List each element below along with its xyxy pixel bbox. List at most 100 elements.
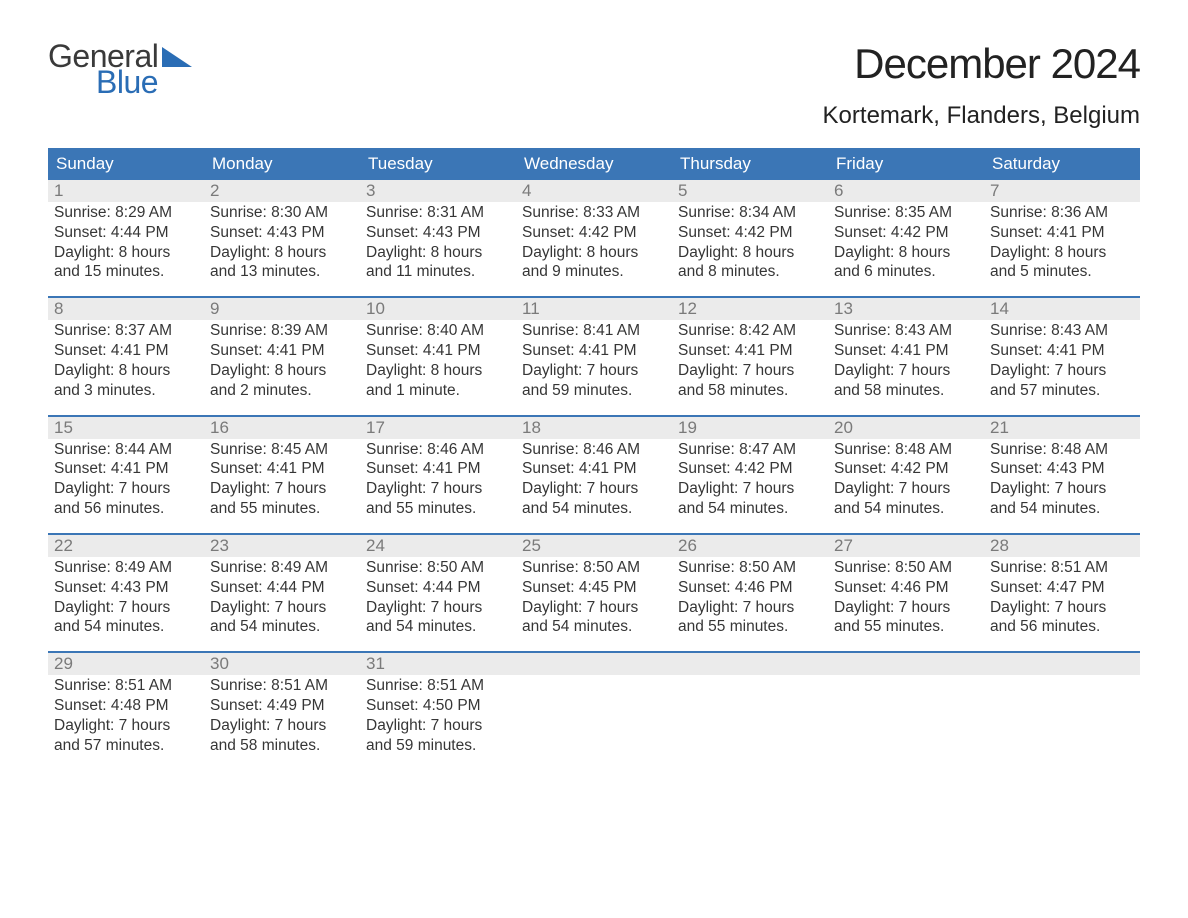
- sunset-text: Sunset: 4:47 PM: [990, 578, 1134, 598]
- day-number: 27: [828, 535, 984, 557]
- daylight-text-1: Daylight: 8 hours: [54, 361, 198, 381]
- day-body: Sunrise: 8:29 AMSunset: 4:44 PMDaylight:…: [48, 202, 204, 282]
- day-number: 19: [672, 417, 828, 439]
- daylight-text-2: and 55 minutes.: [678, 617, 822, 637]
- sunrise-text: Sunrise: 8:29 AM: [54, 203, 198, 223]
- day-header-friday: Friday: [828, 148, 984, 180]
- daylight-text-2: and 3 minutes.: [54, 381, 198, 401]
- sunrise-text: Sunrise: 8:36 AM: [990, 203, 1134, 223]
- month-title: December 2024: [823, 40, 1140, 88]
- sunset-text: Sunset: 4:41 PM: [210, 341, 354, 361]
- day-number: 2: [204, 180, 360, 202]
- week-row: 15Sunrise: 8:44 AMSunset: 4:41 PMDayligh…: [48, 415, 1140, 519]
- sunrise-text: Sunrise: 8:50 AM: [678, 558, 822, 578]
- day-cell: [828, 653, 984, 755]
- day-number: 18: [516, 417, 672, 439]
- day-body: Sunrise: 8:35 AMSunset: 4:42 PMDaylight:…: [828, 202, 984, 282]
- daylight-text-1: Daylight: 7 hours: [834, 479, 978, 499]
- day-number: 22: [48, 535, 204, 557]
- sunrise-text: Sunrise: 8:39 AM: [210, 321, 354, 341]
- day-body: Sunrise: 8:50 AMSunset: 4:46 PMDaylight:…: [672, 557, 828, 637]
- day-body: Sunrise: 8:49 AMSunset: 4:43 PMDaylight:…: [48, 557, 204, 637]
- sunrise-text: Sunrise: 8:51 AM: [990, 558, 1134, 578]
- daylight-text-2: and 59 minutes.: [366, 736, 510, 756]
- sunset-text: Sunset: 4:42 PM: [678, 459, 822, 479]
- day-number: 14: [984, 298, 1140, 320]
- daylight-text-2: and 13 minutes.: [210, 262, 354, 282]
- daylight-text-2: and 5 minutes.: [990, 262, 1134, 282]
- day-cell: 21Sunrise: 8:48 AMSunset: 4:43 PMDayligh…: [984, 417, 1140, 519]
- sunset-text: Sunset: 4:43 PM: [54, 578, 198, 598]
- daylight-text-2: and 15 minutes.: [54, 262, 198, 282]
- daylight-text-1: Daylight: 7 hours: [678, 479, 822, 499]
- day-cell: 23Sunrise: 8:49 AMSunset: 4:44 PMDayligh…: [204, 535, 360, 637]
- day-header-saturday: Saturday: [984, 148, 1140, 180]
- daylight-text-2: and 59 minutes.: [522, 381, 666, 401]
- day-body: Sunrise: 8:48 AMSunset: 4:42 PMDaylight:…: [828, 439, 984, 519]
- day-cell: 13Sunrise: 8:43 AMSunset: 4:41 PMDayligh…: [828, 298, 984, 400]
- day-cell: 17Sunrise: 8:46 AMSunset: 4:41 PMDayligh…: [360, 417, 516, 519]
- daylight-text-2: and 54 minutes.: [678, 499, 822, 519]
- daylight-text-1: Daylight: 7 hours: [834, 361, 978, 381]
- sunrise-text: Sunrise: 8:46 AM: [366, 440, 510, 460]
- sunrise-text: Sunrise: 8:43 AM: [990, 321, 1134, 341]
- day-cell: 15Sunrise: 8:44 AMSunset: 4:41 PMDayligh…: [48, 417, 204, 519]
- day-header-sunday: Sunday: [48, 148, 204, 180]
- day-number: 31: [360, 653, 516, 675]
- sunset-text: Sunset: 4:42 PM: [834, 223, 978, 243]
- daylight-text-1: Daylight: 7 hours: [678, 361, 822, 381]
- daylight-text-2: and 56 minutes.: [990, 617, 1134, 637]
- day-body: Sunrise: 8:40 AMSunset: 4:41 PMDaylight:…: [360, 320, 516, 400]
- day-cell: 10Sunrise: 8:40 AMSunset: 4:41 PMDayligh…: [360, 298, 516, 400]
- sunrise-text: Sunrise: 8:50 AM: [522, 558, 666, 578]
- day-cell: 29Sunrise: 8:51 AMSunset: 4:48 PMDayligh…: [48, 653, 204, 755]
- location: Kortemark, Flanders, Belgium: [823, 102, 1140, 130]
- day-body: Sunrise: 8:46 AMSunset: 4:41 PMDaylight:…: [516, 439, 672, 519]
- sunset-text: Sunset: 4:41 PM: [990, 341, 1134, 361]
- sunset-text: Sunset: 4:42 PM: [522, 223, 666, 243]
- daylight-text-1: Daylight: 7 hours: [54, 716, 198, 736]
- day-cell: 30Sunrise: 8:51 AMSunset: 4:49 PMDayligh…: [204, 653, 360, 755]
- weeks-container: 1Sunrise: 8:29 AMSunset: 4:44 PMDaylight…: [48, 180, 1140, 756]
- day-body: Sunrise: 8:43 AMSunset: 4:41 PMDaylight:…: [828, 320, 984, 400]
- day-number: 29: [48, 653, 204, 675]
- day-body: Sunrise: 8:30 AMSunset: 4:43 PMDaylight:…: [204, 202, 360, 282]
- sunrise-text: Sunrise: 8:49 AM: [54, 558, 198, 578]
- day-cell: [672, 653, 828, 755]
- sunset-text: Sunset: 4:41 PM: [54, 459, 198, 479]
- sunset-text: Sunset: 4:41 PM: [210, 459, 354, 479]
- day-body: Sunrise: 8:47 AMSunset: 4:42 PMDaylight:…: [672, 439, 828, 519]
- daylight-text-2: and 54 minutes.: [990, 499, 1134, 519]
- sunrise-text: Sunrise: 8:48 AM: [990, 440, 1134, 460]
- day-cell: 12Sunrise: 8:42 AMSunset: 4:41 PMDayligh…: [672, 298, 828, 400]
- day-cell: 22Sunrise: 8:49 AMSunset: 4:43 PMDayligh…: [48, 535, 204, 637]
- sunrise-text: Sunrise: 8:48 AM: [834, 440, 978, 460]
- day-body: Sunrise: 8:33 AMSunset: 4:42 PMDaylight:…: [516, 202, 672, 282]
- day-number: 6: [828, 180, 984, 202]
- sunset-text: Sunset: 4:41 PM: [990, 223, 1134, 243]
- daylight-text-2: and 54 minutes.: [210, 617, 354, 637]
- sunset-text: Sunset: 4:44 PM: [366, 578, 510, 598]
- day-number: 15: [48, 417, 204, 439]
- daylight-text-1: Daylight: 7 hours: [210, 479, 354, 499]
- daylight-text-2: and 55 minutes.: [210, 499, 354, 519]
- sunrise-text: Sunrise: 8:41 AM: [522, 321, 666, 341]
- day-number: 12: [672, 298, 828, 320]
- day-number-empty: [516, 653, 672, 675]
- daylight-text-1: Daylight: 7 hours: [990, 598, 1134, 618]
- day-number: 3: [360, 180, 516, 202]
- day-cell: [984, 653, 1140, 755]
- day-body: Sunrise: 8:49 AMSunset: 4:44 PMDaylight:…: [204, 557, 360, 637]
- day-number: 28: [984, 535, 1140, 557]
- day-cell: 14Sunrise: 8:43 AMSunset: 4:41 PMDayligh…: [984, 298, 1140, 400]
- day-body: Sunrise: 8:44 AMSunset: 4:41 PMDaylight:…: [48, 439, 204, 519]
- daylight-text-2: and 2 minutes.: [210, 381, 354, 401]
- day-body: Sunrise: 8:50 AMSunset: 4:45 PMDaylight:…: [516, 557, 672, 637]
- daylight-text-1: Daylight: 7 hours: [366, 479, 510, 499]
- day-cell: 26Sunrise: 8:50 AMSunset: 4:46 PMDayligh…: [672, 535, 828, 637]
- week-row: 22Sunrise: 8:49 AMSunset: 4:43 PMDayligh…: [48, 533, 1140, 637]
- daylight-text-1: Daylight: 7 hours: [54, 479, 198, 499]
- daylight-text-1: Daylight: 8 hours: [210, 243, 354, 263]
- week-row: 1Sunrise: 8:29 AMSunset: 4:44 PMDaylight…: [48, 180, 1140, 282]
- day-number: 24: [360, 535, 516, 557]
